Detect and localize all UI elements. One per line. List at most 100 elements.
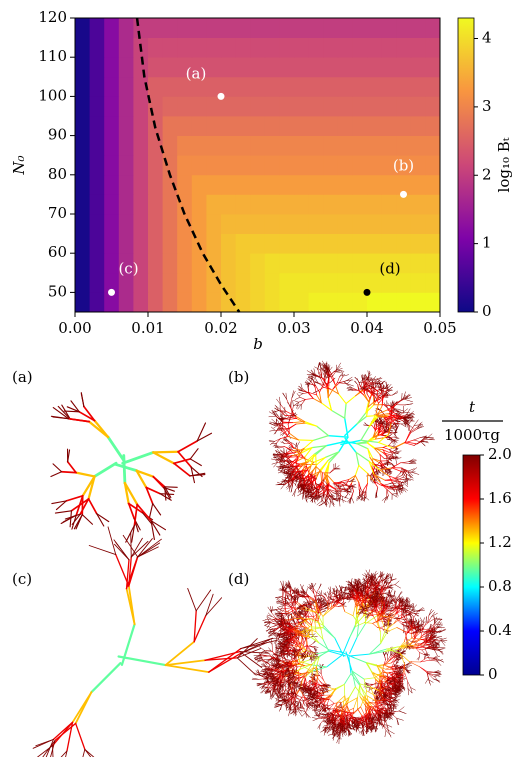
heatmap-cell xyxy=(75,96,90,117)
y-tick-label: 80 xyxy=(48,165,67,183)
branch xyxy=(159,493,175,495)
branch xyxy=(343,722,348,727)
branch xyxy=(392,439,394,445)
branch xyxy=(392,704,398,707)
branch xyxy=(390,451,397,456)
branch xyxy=(326,367,329,373)
branch xyxy=(379,454,385,459)
branch xyxy=(389,414,400,418)
branch xyxy=(316,500,323,506)
branch xyxy=(295,465,301,472)
branch xyxy=(326,375,333,378)
branch xyxy=(193,610,197,643)
branch xyxy=(363,678,367,692)
branch xyxy=(280,449,285,454)
heatmap-cell xyxy=(206,292,222,313)
heatmap-cell xyxy=(250,253,266,274)
branch xyxy=(378,441,394,449)
branch xyxy=(381,496,387,501)
heatmap-cell xyxy=(89,253,105,274)
branch xyxy=(388,715,394,720)
heatmap-cell xyxy=(279,253,295,274)
heatmap-cell xyxy=(235,96,251,117)
heatmap-cell xyxy=(250,135,266,156)
branch xyxy=(376,390,379,398)
branch xyxy=(391,700,396,705)
branch xyxy=(297,488,303,492)
branch xyxy=(311,369,315,376)
heatmap-cell xyxy=(250,57,266,78)
branch xyxy=(401,469,406,476)
branch xyxy=(74,471,96,478)
heatmap-cell xyxy=(133,96,149,117)
branch xyxy=(302,465,312,472)
branch xyxy=(67,449,71,463)
heatmap-cell xyxy=(410,292,426,313)
branch xyxy=(81,475,96,497)
branch xyxy=(323,371,326,379)
point xyxy=(217,92,225,100)
branch xyxy=(381,686,386,690)
branch xyxy=(306,488,310,494)
heatmap-cell xyxy=(118,272,134,293)
branch xyxy=(369,706,375,710)
branch xyxy=(342,723,346,730)
branch xyxy=(281,480,288,483)
branch xyxy=(375,421,378,427)
heatmap-cell xyxy=(308,253,324,274)
branch xyxy=(336,368,343,371)
branch xyxy=(190,466,196,484)
branch xyxy=(394,480,402,487)
branch xyxy=(392,408,396,413)
branch xyxy=(329,689,337,697)
branch xyxy=(403,397,412,400)
branch xyxy=(305,479,309,485)
heatmap-cell xyxy=(133,272,149,293)
branch xyxy=(388,686,390,692)
branch xyxy=(272,442,277,447)
branch xyxy=(339,488,347,491)
branch xyxy=(327,484,337,491)
branch xyxy=(374,714,379,719)
branch xyxy=(287,415,291,425)
branch xyxy=(383,659,388,666)
branch xyxy=(297,388,303,391)
branch xyxy=(326,372,329,380)
branch xyxy=(328,694,333,701)
heatmap-cell xyxy=(221,135,236,156)
panel-label: (c) xyxy=(12,570,32,588)
branch xyxy=(401,482,403,489)
branch xyxy=(386,428,390,432)
branch xyxy=(362,729,365,736)
heatmap-cell xyxy=(294,96,309,117)
branch xyxy=(325,441,345,447)
heatmap-cell xyxy=(308,214,324,234)
branch xyxy=(336,695,346,703)
branch xyxy=(385,391,391,396)
branch xyxy=(299,488,303,494)
branch xyxy=(365,401,370,414)
heatmap-cell xyxy=(337,253,353,274)
branch xyxy=(332,707,337,714)
branch xyxy=(283,469,289,474)
branch xyxy=(310,381,316,388)
branch xyxy=(236,638,258,659)
branch xyxy=(328,372,332,378)
branch xyxy=(403,417,410,422)
branch xyxy=(279,466,286,468)
branch xyxy=(313,698,318,702)
branch xyxy=(388,690,390,696)
heatmap-cell xyxy=(352,214,368,234)
branch xyxy=(372,378,379,381)
heatmap-cell xyxy=(308,233,324,254)
branch xyxy=(384,388,390,390)
heatmap-cell xyxy=(221,253,236,274)
branch xyxy=(177,440,198,453)
heatmap-cell xyxy=(89,174,105,195)
branch xyxy=(379,467,393,471)
heatmap-cell xyxy=(104,96,120,117)
heatmap-cell xyxy=(250,37,266,58)
branch xyxy=(322,726,329,729)
heatmap-cell xyxy=(118,253,134,274)
branch xyxy=(304,475,309,483)
